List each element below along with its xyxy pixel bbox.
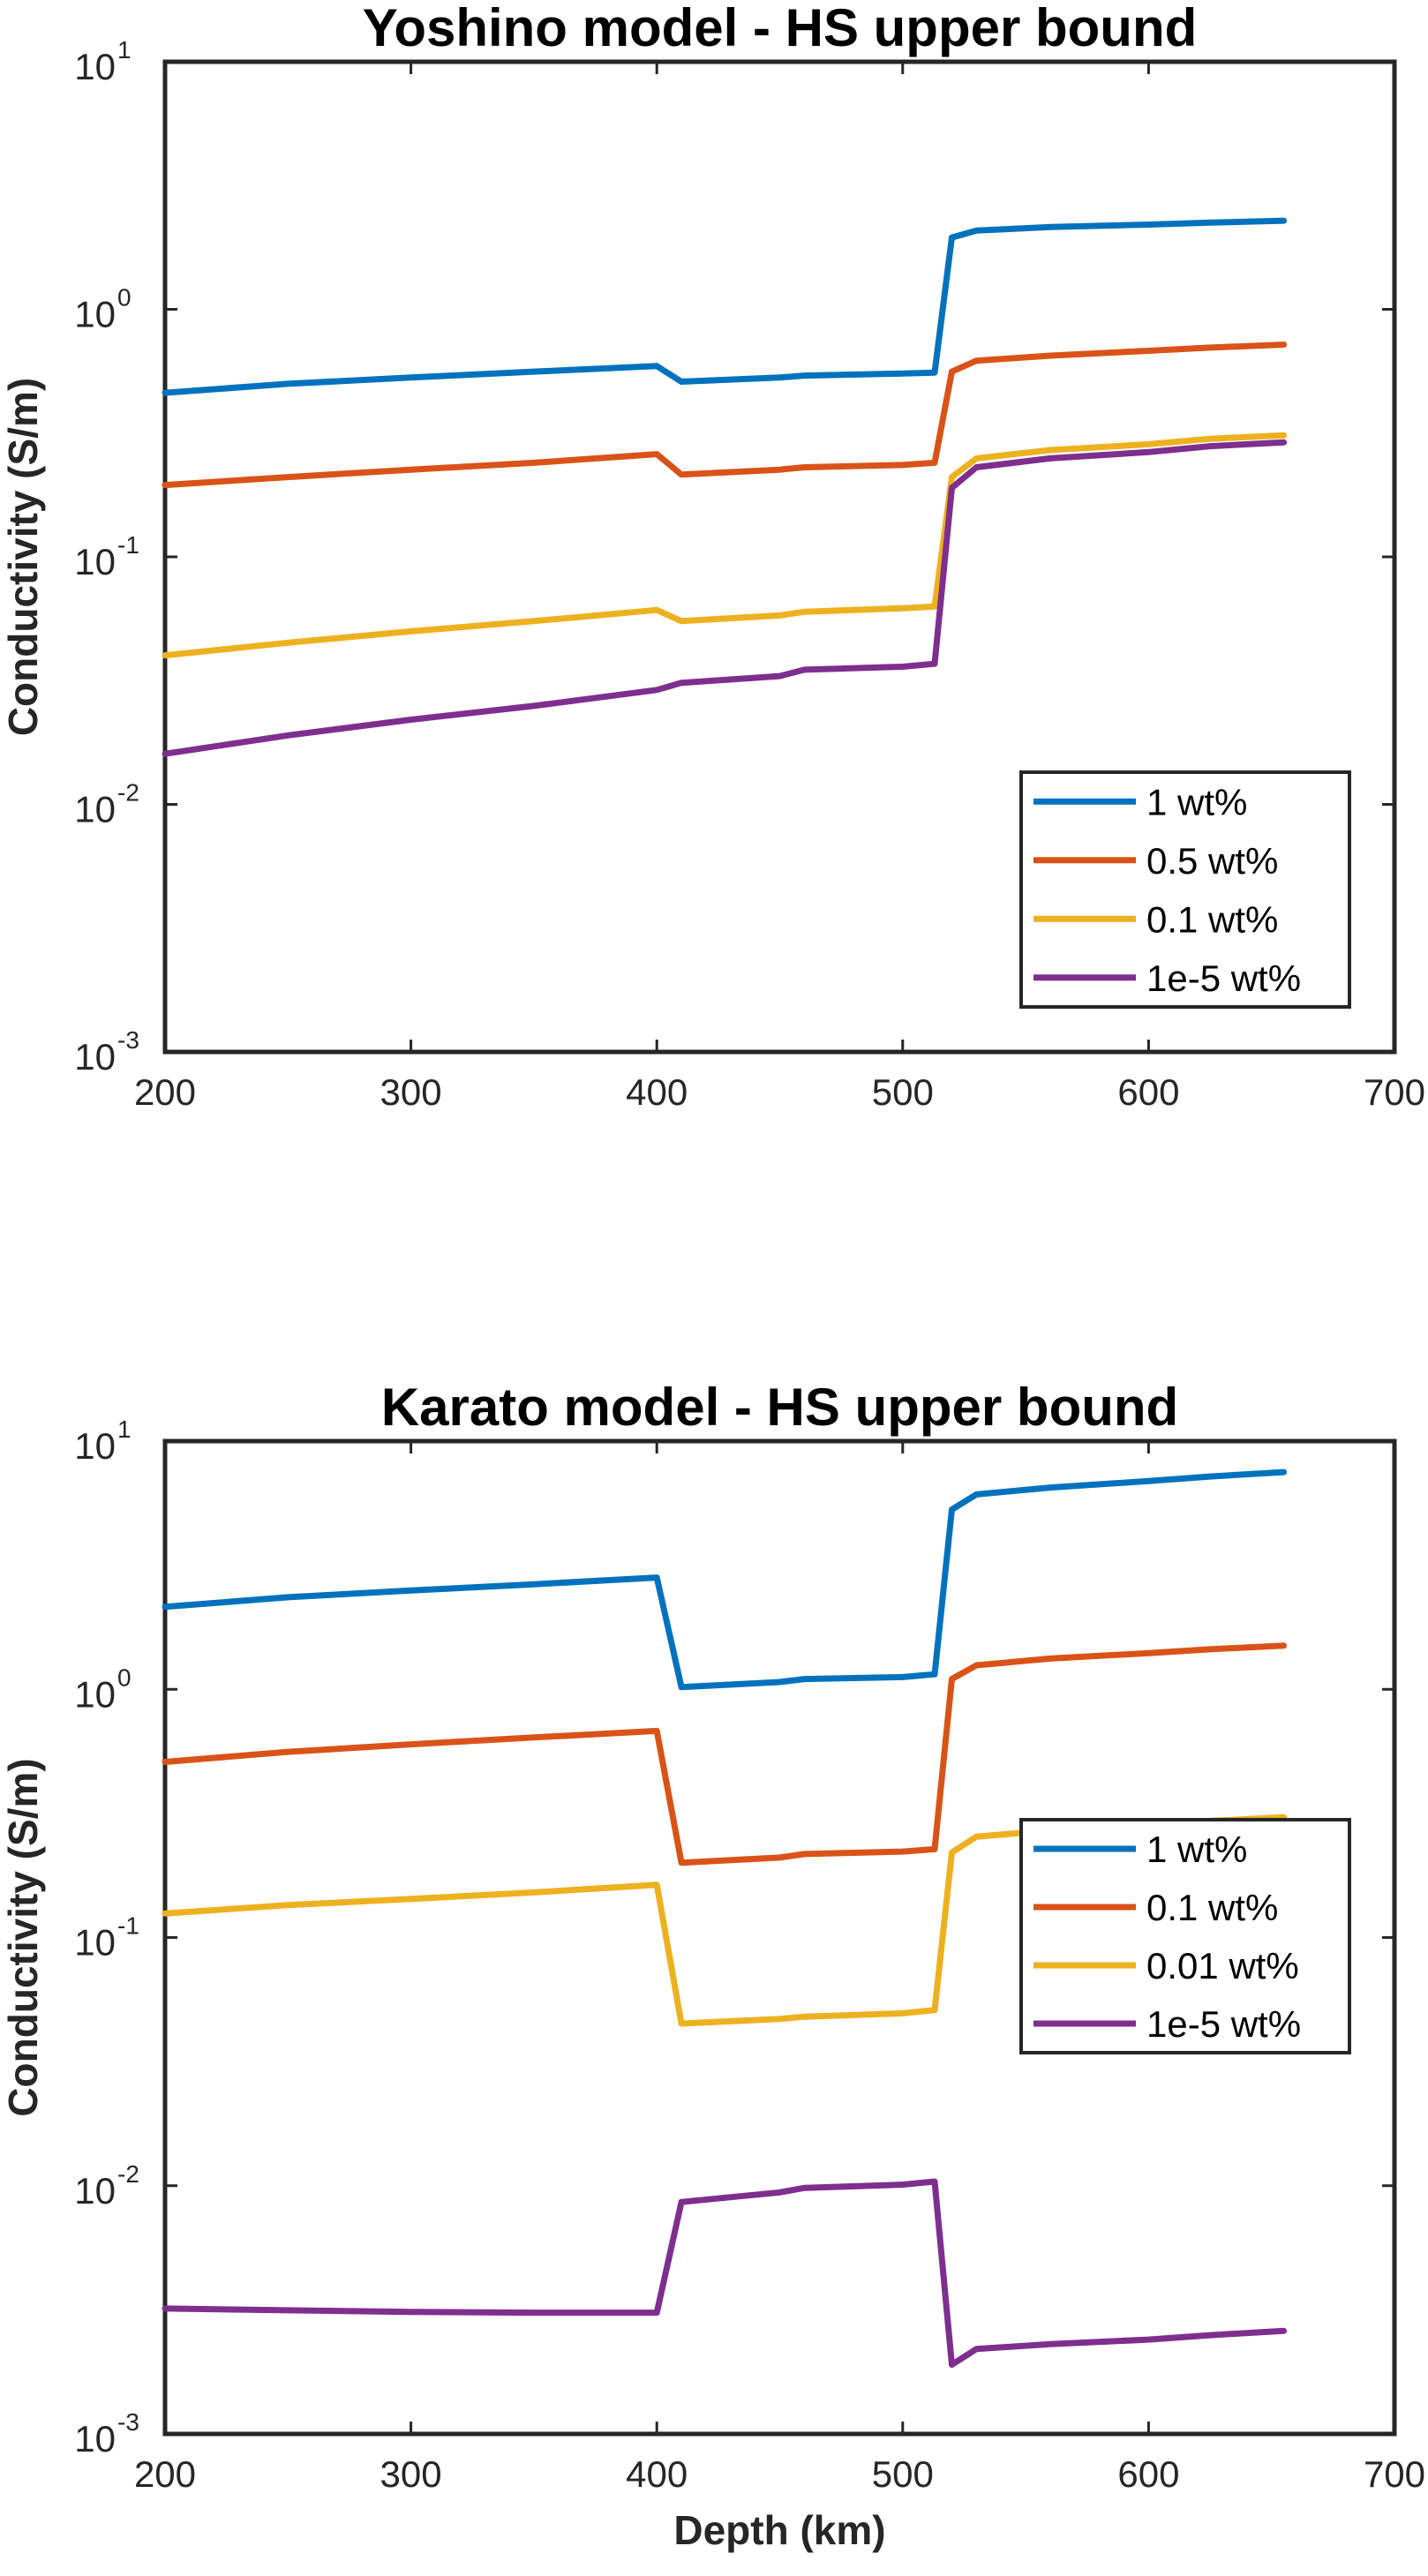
x-tick-label: 500 xyxy=(872,1071,934,1113)
series-line-4 xyxy=(162,2178,1288,2369)
y-tick-base: 10 xyxy=(74,1922,116,1964)
x-tick-label: 400 xyxy=(626,2453,688,2495)
y-tick-exponent: -1 xyxy=(117,531,139,559)
y-tick-base: 10 xyxy=(74,46,116,87)
y-tick-exponent: -2 xyxy=(117,779,139,807)
y-tick-exponent: -3 xyxy=(117,1026,139,1054)
x-tick-label: 600 xyxy=(1117,1071,1179,1113)
series-line-1 xyxy=(162,1468,1288,1691)
legend-label: 0.01 wt% xyxy=(1146,1945,1299,1986)
y-tick-exponent: 1 xyxy=(117,36,132,64)
x-tick-label: 600 xyxy=(1117,2453,1179,2495)
x-tick-label: 700 xyxy=(1364,1071,1425,1113)
y-tick-label: 10 -3 xyxy=(74,1026,139,1078)
x-tick-label: 300 xyxy=(380,2453,442,2495)
y-tick-exponent: -2 xyxy=(117,2160,139,2188)
y-axis-label: Conductivity (S/m) xyxy=(0,378,46,736)
legend: 1 wt% 0.1 wt% 0.01 wt% 1e-5 wt% xyxy=(1019,1818,1351,2054)
y-tick-base: 10 xyxy=(74,1673,116,1715)
legend-label: 0.5 wt% xyxy=(1146,840,1278,882)
x-tick-label: 400 xyxy=(626,1071,688,1113)
legend-label: 0.1 wt% xyxy=(1146,898,1278,940)
legend-label: 1e-5 wt% xyxy=(1146,958,1301,999)
x-tick-label: 500 xyxy=(872,2453,934,2495)
legend-box xyxy=(1019,770,1351,1009)
y-tick-base: 10 xyxy=(74,1425,116,1467)
y-tick-label: 10 1 xyxy=(74,36,131,87)
legend-label: 1 wt% xyxy=(1146,781,1247,822)
series-line-2 xyxy=(162,342,1288,489)
y-tick-label: 10 -1 xyxy=(74,531,139,582)
y-tick-base: 10 xyxy=(74,2170,116,2212)
y-tick-label: 10 -2 xyxy=(74,2160,139,2212)
x-tick-label: 300 xyxy=(380,1071,442,1113)
y-tick-label: 10 0 xyxy=(74,1664,131,1715)
y-tick-base: 10 xyxy=(74,2418,116,2460)
series-line-1 xyxy=(162,217,1288,396)
chart-title: Karato model - HS upper bound xyxy=(381,1378,1178,1437)
y-tick-label: 10 -3 xyxy=(74,2408,139,2460)
chart-title: Yoshino model - HS upper bound xyxy=(363,0,1198,57)
series-line-3 xyxy=(162,432,1288,659)
series-line-2 xyxy=(162,1642,1288,1866)
y-axis-label: Conductivity (S/m) xyxy=(0,1758,46,2116)
legend-label: 1 wt% xyxy=(1146,1829,1247,1870)
legend-label: 0.1 wt% xyxy=(1146,1887,1278,1928)
karato-panel: Karato model - HS upper bound Conductivit… xyxy=(0,1378,1425,2553)
y-tick-base: 10 xyxy=(74,294,116,335)
y-tick-base: 10 xyxy=(74,789,116,830)
series-line-4 xyxy=(162,439,1288,757)
y-tick-base: 10 xyxy=(74,541,116,582)
y-tick-exponent: 0 xyxy=(117,284,132,312)
x-tick-label: 200 xyxy=(134,1071,196,1113)
y-tick-exponent: -3 xyxy=(117,2408,139,2436)
y-tick-base: 10 xyxy=(74,1036,116,1078)
y-tick-label: 10 -1 xyxy=(74,1912,139,1964)
yoshino-panel: Yoshino model - HS upper bound Conductivi… xyxy=(0,0,1425,1113)
y-tick-label: 10 0 xyxy=(74,284,131,335)
y-tick-label: 10 -2 xyxy=(74,779,139,830)
legend-label: 1e-5 wt% xyxy=(1146,2003,1301,2045)
legend: 1 wt% 0.5 wt% 0.1 wt% 1e-5 wt% xyxy=(1019,770,1351,1009)
legend-box xyxy=(1019,1818,1351,2054)
y-tick-exponent: 1 xyxy=(117,1416,132,1443)
x-axis-label: Depth (km) xyxy=(673,2507,885,2553)
y-tick-label: 10 1 xyxy=(74,1416,131,1467)
x-tick-label: 700 xyxy=(1364,2453,1425,2495)
y-tick-exponent: 0 xyxy=(117,1664,132,1691)
y-tick-exponent: -1 xyxy=(117,1912,139,1940)
x-tick-label: 200 xyxy=(134,2453,196,2495)
